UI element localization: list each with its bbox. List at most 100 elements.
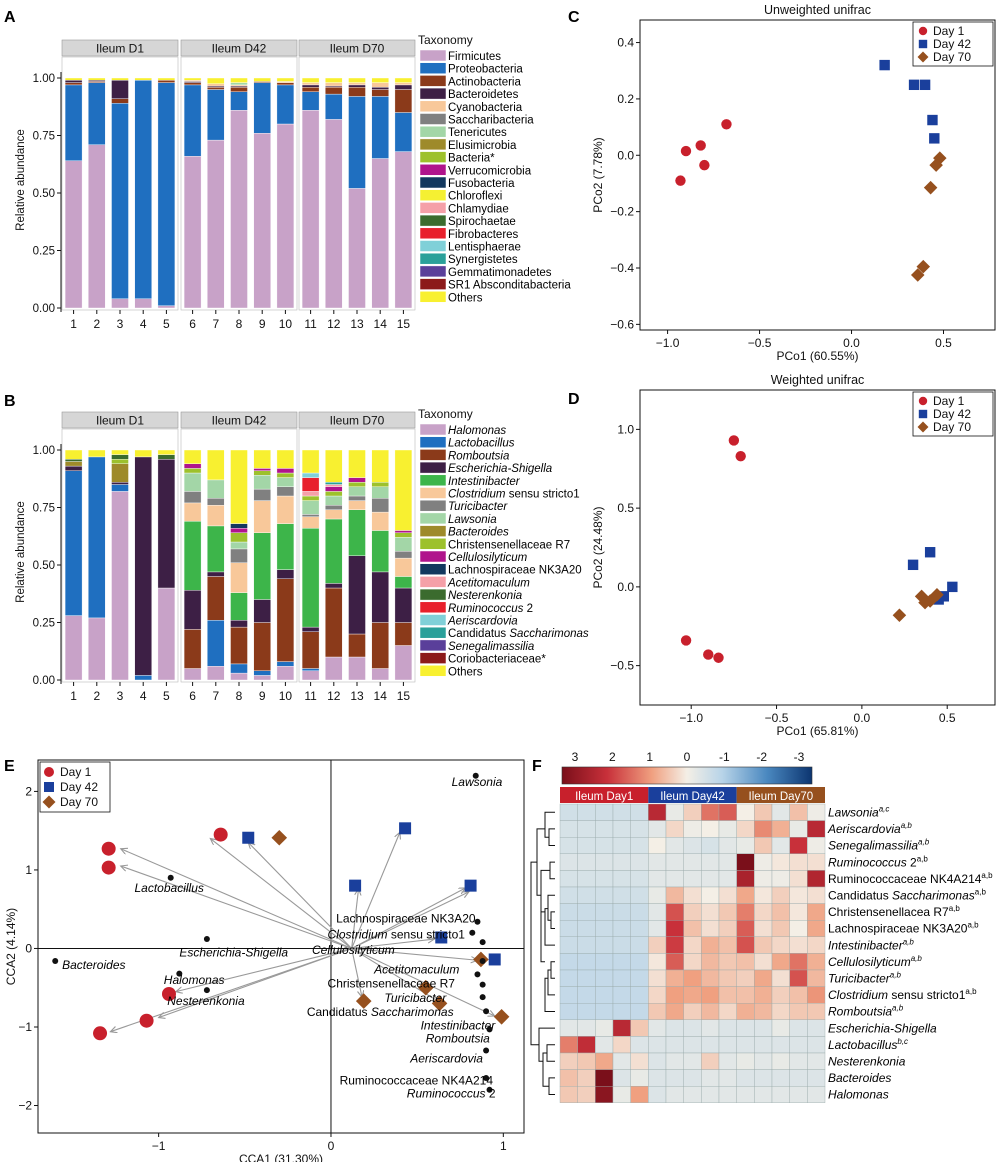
bar-segment — [394, 82, 413, 86]
bar-segment — [276, 486, 295, 497]
bar-segment — [394, 587, 413, 623]
plot-frame — [639, 19, 996, 331]
data-point — [924, 547, 936, 558]
heatmap-cell — [807, 870, 826, 888]
heatmap-cell — [630, 870, 649, 888]
x-axis-title: CCA1 (31.30%) — [239, 1152, 323, 1162]
taxon-point — [479, 939, 486, 946]
bar-segment — [325, 509, 343, 520]
legend-marker — [42, 795, 56, 809]
heatmap-cell — [559, 920, 578, 938]
heatmap-cell — [559, 837, 578, 855]
legend-label: Day 70 — [60, 795, 98, 809]
row-label-superscript: b,c — [897, 1037, 908, 1046]
heatmap-cell — [771, 1052, 790, 1070]
dendrogram-branch — [550, 911, 555, 929]
row-label-superscript: a,b — [918, 838, 930, 847]
heatmap-cell — [718, 986, 737, 1004]
y-tick-label: 0.2 — [617, 92, 634, 106]
bar-segment — [111, 463, 129, 483]
heatmap-cell — [630, 953, 649, 971]
bar-segment — [325, 449, 343, 483]
legend-label: Firmicutes — [448, 51, 501, 63]
bar-segment — [276, 523, 295, 570]
heatmap-cell — [612, 886, 631, 904]
heatmap-cell — [612, 1085, 631, 1103]
legend-swatch — [419, 487, 447, 499]
bar-segment — [183, 491, 202, 504]
bar-segment — [301, 528, 320, 628]
bar-segment — [394, 449, 413, 531]
row-label: Clostridium sensu stricto1a,b — [828, 987, 977, 1002]
label-part: Candidatus — [307, 1005, 371, 1019]
panel-label-d: D — [568, 391, 580, 408]
bar-segment — [207, 571, 225, 577]
colorbar-tick-label: -1 — [719, 750, 730, 764]
legend-swatch — [419, 423, 447, 436]
heatmap-cell — [736, 1052, 755, 1070]
bar-segment — [230, 672, 248, 681]
heatmap-cell — [683, 1052, 702, 1070]
bar-segment — [276, 84, 295, 125]
taxon-label: Escherichia-Shigella — [179, 945, 288, 959]
bar-segment — [183, 84, 202, 157]
heatmap-cell — [630, 969, 649, 987]
biplot-arrow — [351, 889, 359, 949]
data-point — [927, 114, 938, 126]
x-tick-label: 5 — [163, 689, 170, 703]
legend-label: Halomonas — [448, 425, 506, 437]
legend-swatch — [419, 461, 447, 474]
panel-c-unweighted-pcoa: Unweighted unifrac −1.0 −0.5 0.0 0.5 −0.6 −0.4… — [591, 3, 996, 363]
heatmap-cell — [789, 1003, 808, 1021]
bar-segment — [64, 459, 83, 462]
heatmap-cell — [718, 1003, 737, 1021]
sample-point — [213, 827, 228, 842]
facet-label: Ileum D1 — [96, 414, 144, 428]
group-label: Ileum Day70 — [749, 791, 814, 803]
bar-segment — [301, 516, 320, 529]
taxon-label: Turicibacter — [384, 991, 447, 1005]
row-label: Bacteroides — [828, 1071, 891, 1085]
bar-segment — [157, 82, 176, 306]
heatmap-cell — [612, 837, 631, 855]
heatmap-cell — [754, 920, 773, 938]
colorbar-tick-label: 0 — [684, 750, 691, 764]
x-tick-label: 0.5 — [935, 336, 952, 350]
legend-label: Verrucomicrobia — [448, 165, 532, 177]
group-label: Ileum Day1 — [575, 791, 633, 803]
legend-label: Bacteria* — [448, 153, 495, 165]
colorbar-tick-label: 1 — [646, 750, 653, 764]
bar-segment — [325, 583, 343, 589]
data-point — [695, 140, 706, 151]
sample-point — [435, 931, 448, 944]
taxon-point — [469, 929, 476, 936]
biplot-arrow — [351, 948, 362, 997]
bar-segment — [88, 77, 106, 81]
heatmap-cell — [789, 903, 808, 921]
bar-segment — [276, 569, 295, 579]
heatmap-cell — [612, 1069, 631, 1087]
heatmap-cell — [648, 853, 667, 871]
heatmap-cell — [612, 803, 631, 821]
plot-frame — [37, 759, 525, 1134]
bar-segment — [157, 305, 176, 309]
legend-swatch — [419, 436, 447, 448]
bar-segment — [183, 668, 202, 681]
label-part: Candidatus — [448, 628, 509, 640]
biplot-arrow — [121, 849, 352, 949]
heatmap-cell — [771, 920, 790, 938]
bar-segment — [64, 84, 83, 162]
heatmap-cell — [595, 986, 614, 1004]
bar-segment — [301, 670, 320, 681]
bar-segment — [207, 86, 225, 90]
bar-segment — [253, 449, 271, 469]
bar-segment — [207, 83, 225, 87]
y-tick-label: 0 — [25, 941, 32, 955]
heatmap-cell — [736, 969, 755, 987]
legend-label: Day 70 — [933, 420, 971, 434]
taxon-point — [203, 936, 210, 943]
facet-strip — [298, 411, 416, 429]
heatmap-cell — [577, 1052, 596, 1070]
heatmap-cell — [665, 803, 684, 821]
bar-segment — [348, 509, 366, 556]
